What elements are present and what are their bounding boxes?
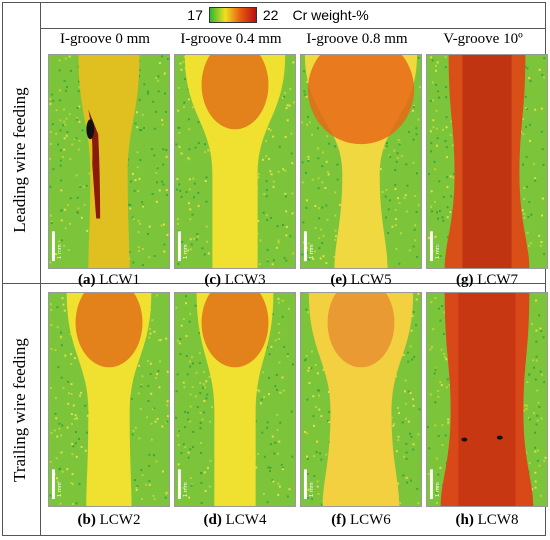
chromium-rich-zone (462, 55, 512, 268)
eds-map-lcw7: 1 mm (426, 54, 548, 269)
eds-map-lcw1: 1 mm (48, 54, 170, 269)
eds-map-lcw4: 1 mm (174, 292, 296, 507)
colorbar: 17 22 Cr weight-% (0, 3, 550, 27)
scale-bar (51, 469, 55, 500)
eds-map-lcw8: 1 mm (426, 292, 548, 507)
header-divider (40, 28, 546, 29)
colorbar-gradient (208, 7, 257, 23)
chromium-rich-zone (327, 293, 395, 368)
scale-bar (303, 231, 307, 262)
scale-bar (429, 469, 433, 500)
eds-map-image: 1 mm (49, 55, 169, 268)
eds-map-lcw6: 1 mm (300, 292, 422, 507)
scale-bar (429, 231, 433, 262)
column-header-4: V-groove 10º (443, 31, 523, 47)
defect-region (88, 109, 101, 219)
eds-map-lcw3: 1 mm (174, 54, 296, 269)
eds-map-lcw5: 1 mm (300, 54, 422, 269)
eds-map-image: 1 mm (301, 293, 421, 506)
caption-lcw2: (b) LCW2 (77, 512, 141, 528)
void-spot (461, 437, 468, 442)
colorbar-min: 17 (187, 7, 203, 23)
caption-lcw3: (c) LCW3 (204, 272, 266, 288)
column-header-3: I-groove 0.8 mm (306, 31, 408, 47)
eds-map-image: 1 mm (427, 293, 547, 506)
eds-map-image: 1 mm (175, 55, 295, 268)
colorbar-max: 22 (262, 7, 279, 23)
row-label-leading: Leading wire feeding (10, 87, 29, 233)
caption-lcw1: (a) LCW1 (77, 272, 141, 288)
eds-map-image: 1 mm (427, 55, 547, 268)
weld-zone (78, 55, 140, 268)
scale-bar-label: 1 mm (309, 482, 315, 497)
void-spot (496, 435, 503, 440)
scale-bar-label: 1 mm (57, 244, 63, 259)
figure-frame (2, 2, 546, 536)
column-header-2: I-groove 0.4 mm (180, 31, 282, 47)
eds-map-image: 1 mm (49, 293, 169, 506)
caption-lcw8: (h) LCW8 (455, 512, 519, 528)
eds-map-lcw2: 1 mm (48, 292, 170, 507)
chromium-rich-zone (307, 55, 415, 145)
caption-lcw7: (g) LCW7 (455, 272, 519, 288)
scale-bar-label: 1 mm (57, 482, 63, 497)
row-divider (2, 283, 546, 284)
scale-bar (177, 469, 181, 500)
scale-bar-label: 1 mm (435, 244, 441, 259)
caption-lcw4: (d) LCW4 (203, 512, 267, 528)
scale-bar-label: 1 mm (435, 482, 441, 497)
scale-bar-label: 1 mm (183, 244, 189, 259)
scale-bar-label: 1 mm (183, 482, 189, 497)
void-spot (86, 119, 95, 140)
chromium-rich-zone (201, 293, 269, 368)
chromium-rich-zone (201, 55, 269, 130)
eds-map-image: 1 mm (301, 55, 421, 268)
caption-lcw5: (e) LCW5 (330, 272, 392, 288)
scale-bar-label: 1 mm (309, 244, 315, 259)
colorbar-label: Cr weight-% (292, 7, 369, 23)
scale-bar (51, 231, 55, 262)
scale-bar (303, 469, 307, 500)
row-label-divider (40, 2, 41, 536)
eds-map-image: 1 mm (175, 293, 295, 506)
row-label-trailing: Trailing wire feeding (10, 338, 29, 482)
scale-bar (177, 231, 181, 262)
chromium-rich-zone (458, 293, 516, 506)
chromium-rich-zone (75, 293, 143, 368)
caption-lcw6: (f) LCW6 (331, 512, 391, 528)
column-header-1: I-groove 0 mm (60, 31, 150, 47)
